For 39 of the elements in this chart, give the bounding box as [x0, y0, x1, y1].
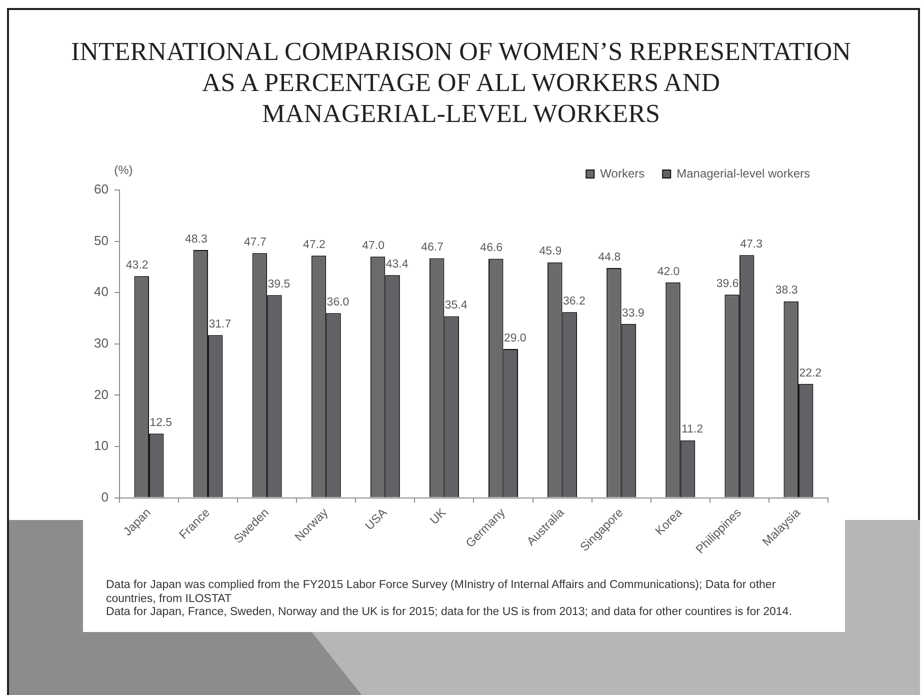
- data-label: 46.7: [421, 242, 444, 254]
- data-label: 46.6: [480, 242, 503, 254]
- y-tick-label: 20: [94, 386, 108, 402]
- data-label: 35.4: [444, 300, 468, 312]
- data-label: 36.2: [562, 296, 586, 308]
- data-label: 11.2: [682, 424, 704, 436]
- y-tick-label: 10: [94, 438, 108, 454]
- data-label: 43.2: [126, 260, 148, 272]
- y-tick-label: 50: [94, 232, 108, 248]
- data-label: 48.3: [184, 233, 208, 246]
- y-tick-label: 40: [94, 284, 108, 300]
- data-label: 38.3: [775, 284, 798, 297]
- data-label: 31.7: [208, 318, 232, 331]
- data-label: 22.2: [799, 367, 822, 380]
- data-label: 47.3: [740, 238, 763, 251]
- data-label: 47.7: [244, 236, 266, 249]
- x-tick-label: USA: [362, 505, 390, 533]
- y-axis-title: (%): [114, 163, 133, 177]
- data-label: 36.0: [326, 296, 350, 309]
- y-tick-label: 60: [94, 182, 108, 197]
- text: Data for Japan was complied from the FY2015 Labor Force Survey (MInistry of Internal Affairs and Communications); Data for other countries, from ILOSTAT: [106, 579, 777, 606]
- legend-label: Managerial-level workers: [676, 166, 810, 180]
- data-label: 43.4: [386, 258, 409, 271]
- text: Data for Japan, France, Sweden, Norway and the UK is for 2015; data for the US is from 2013; and data for other countires is for 2014.: [106, 606, 793, 620]
- data-label: 33.9: [622, 307, 644, 320]
- data-label: 47.2: [303, 239, 326, 252]
- y-tick-label: 0: [101, 489, 108, 504]
- data-label: 39.5: [268, 278, 290, 291]
- chart-title: INTERNATIONAL COMPARISON OF WOMEN’S REPRESENTATION AS A PERCENTAGE OF ALL WORKERS AND MANAGERIAL-LEVEL WORKERS: [71, 36, 851, 129]
- data-label: 47.0: [362, 240, 384, 252]
- x-tick-label: UK: [426, 505, 449, 528]
- data-label: 45.9: [539, 246, 562, 258]
- data-label: 42.0: [657, 266, 680, 278]
- data-label: 44.8: [598, 251, 621, 264]
- data-label: 39.6: [716, 278, 739, 290]
- data-label: 12.5: [150, 417, 172, 430]
- legend-label: Workers: [600, 166, 645, 180]
- data-label: 29.0: [504, 332, 526, 344]
- y-tick-label: 30: [94, 335, 108, 350]
